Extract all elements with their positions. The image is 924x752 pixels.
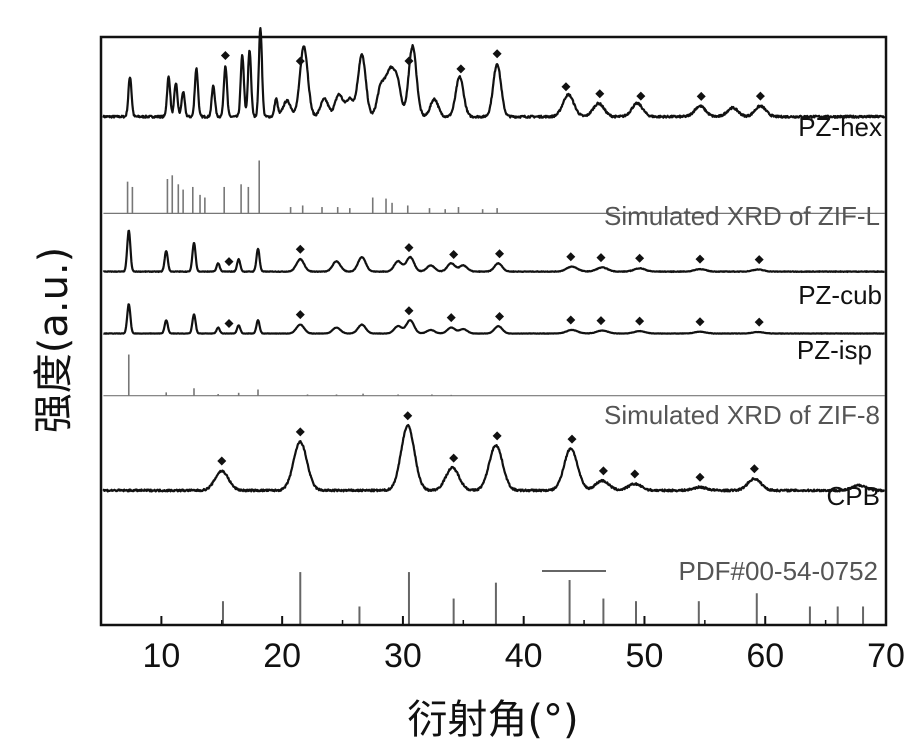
diamond-marker [635,317,644,326]
series-pz-cub: PZ-cub [103,231,884,310]
x-tick-label: 20 [263,637,301,675]
diamond-marker [696,473,705,482]
diamond-marker [449,454,458,463]
diamond-marker [696,255,705,264]
diamond-marker [755,255,764,264]
x-tick-label: 30 [384,637,422,675]
diamond-marker [404,306,413,315]
diamond-marker [221,51,230,60]
diamond-marker [296,245,305,254]
diamond-marker [561,82,570,91]
diamond-marker [456,64,465,73]
diamond-marker [225,257,234,266]
series-pz-isp: PZ-isp [103,304,884,365]
diamond-marker [217,457,226,466]
series-pz-hex: PZ-hex [103,28,884,142]
diamond-marker [493,49,502,58]
x-tick-label: 50 [626,637,664,675]
x-tick-label: 40 [505,637,543,675]
series-label: PZ-isp [797,335,872,365]
diamond-marker [696,317,705,326]
diamond-marker [596,316,605,325]
series-label: Simulated XRD of ZIF-L [604,201,880,231]
diamond-marker [447,313,456,322]
diamond-marker [750,464,759,473]
diamond-marker [495,249,504,258]
series-label: CPB [827,481,880,511]
diamond-marker [296,310,305,319]
diamond-marker [596,253,605,262]
diamond-marker [495,312,504,321]
diamond-marker [568,435,577,444]
diamond-marker [225,319,234,328]
diamond-marker [493,431,502,440]
x-axis-title: 衍射角(°) [407,697,578,743]
series-label: PDF#00-54-0752 [679,556,878,586]
diamond-marker [296,57,305,66]
x-tick-label: 10 [142,637,180,675]
diamond-marker [449,250,458,259]
diamond-marker [404,56,413,65]
y-axis-title: 强度(a.u.) [31,247,77,434]
x-tick-label: 70 [867,637,905,675]
diamond-marker [595,89,604,98]
diamond-marker [630,469,639,478]
diamond-marker [636,92,645,101]
diamond-marker [755,318,764,327]
diamond-marker [599,466,608,475]
series-pdf-00-54-0752: PDF#00-54-0752 [103,556,884,625]
diamond-marker [296,427,305,436]
series-line [103,304,884,333]
diamond-marker [566,316,575,325]
x-tick-label: 60 [746,637,784,675]
series-line [103,28,884,118]
diamond-marker [403,411,412,420]
series-label: PZ-hex [798,112,882,142]
diamond-marker [635,254,644,263]
series-simulated-xrd-of-zif-l: Simulated XRD of ZIF-L [103,160,884,231]
diamond-marker [697,92,706,101]
diamond-marker [404,243,413,252]
series-simulated-xrd-of-zif-8: Simulated XRD of ZIF-8 [103,355,884,430]
plot-area: PZ-hex Simulated XRD of ZIF-L PZ-cub PZ-isp… [103,28,884,625]
series-line [103,231,884,272]
diamond-marker [756,92,765,101]
series-label: PZ-cub [798,280,882,310]
series-label: Simulated XRD of ZIF-8 [604,400,880,430]
diamond-marker [566,252,575,261]
